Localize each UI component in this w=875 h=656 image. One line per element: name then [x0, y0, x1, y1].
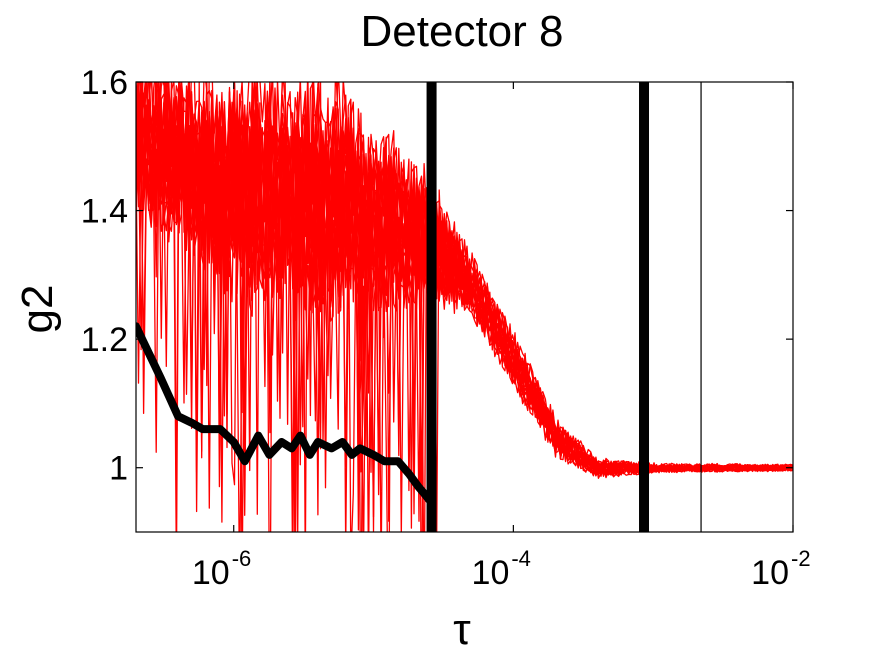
y-axis-title: g2 — [13, 285, 62, 334]
y-tick-label: 1.4 — [81, 193, 128, 231]
black-series-line — [136, 322, 434, 504]
y-tick-label: 1 — [109, 450, 128, 488]
x-tick-exponent: -6 — [232, 546, 252, 571]
x-axis-title: τ — [453, 605, 471, 654]
x-tick-label: 10 — [751, 554, 789, 592]
chart-title: Detector 8 — [361, 7, 564, 56]
x-tick-label-group: 10 -4 — [472, 546, 531, 592]
y-tick-label: 1.6 — [81, 64, 128, 102]
y-tick-label: 1.2 — [81, 321, 128, 359]
x-tick-label: 10 — [192, 554, 230, 592]
x-tick-label: 10 — [472, 554, 510, 592]
x-tick-exponent: -4 — [511, 546, 531, 571]
axes-frame — [135, 81, 794, 533]
red-trace — [136, 82, 793, 532]
plot-area: 11.21.41.610 -6 10 -4 10 -2 — [81, 64, 811, 592]
x-tick-label-group: 10 -6 — [192, 546, 251, 592]
data-layer — [136, 82, 793, 532]
x-tick-exponent: -2 — [791, 546, 811, 571]
x-tick-label-group: 10 -2 — [751, 546, 810, 592]
